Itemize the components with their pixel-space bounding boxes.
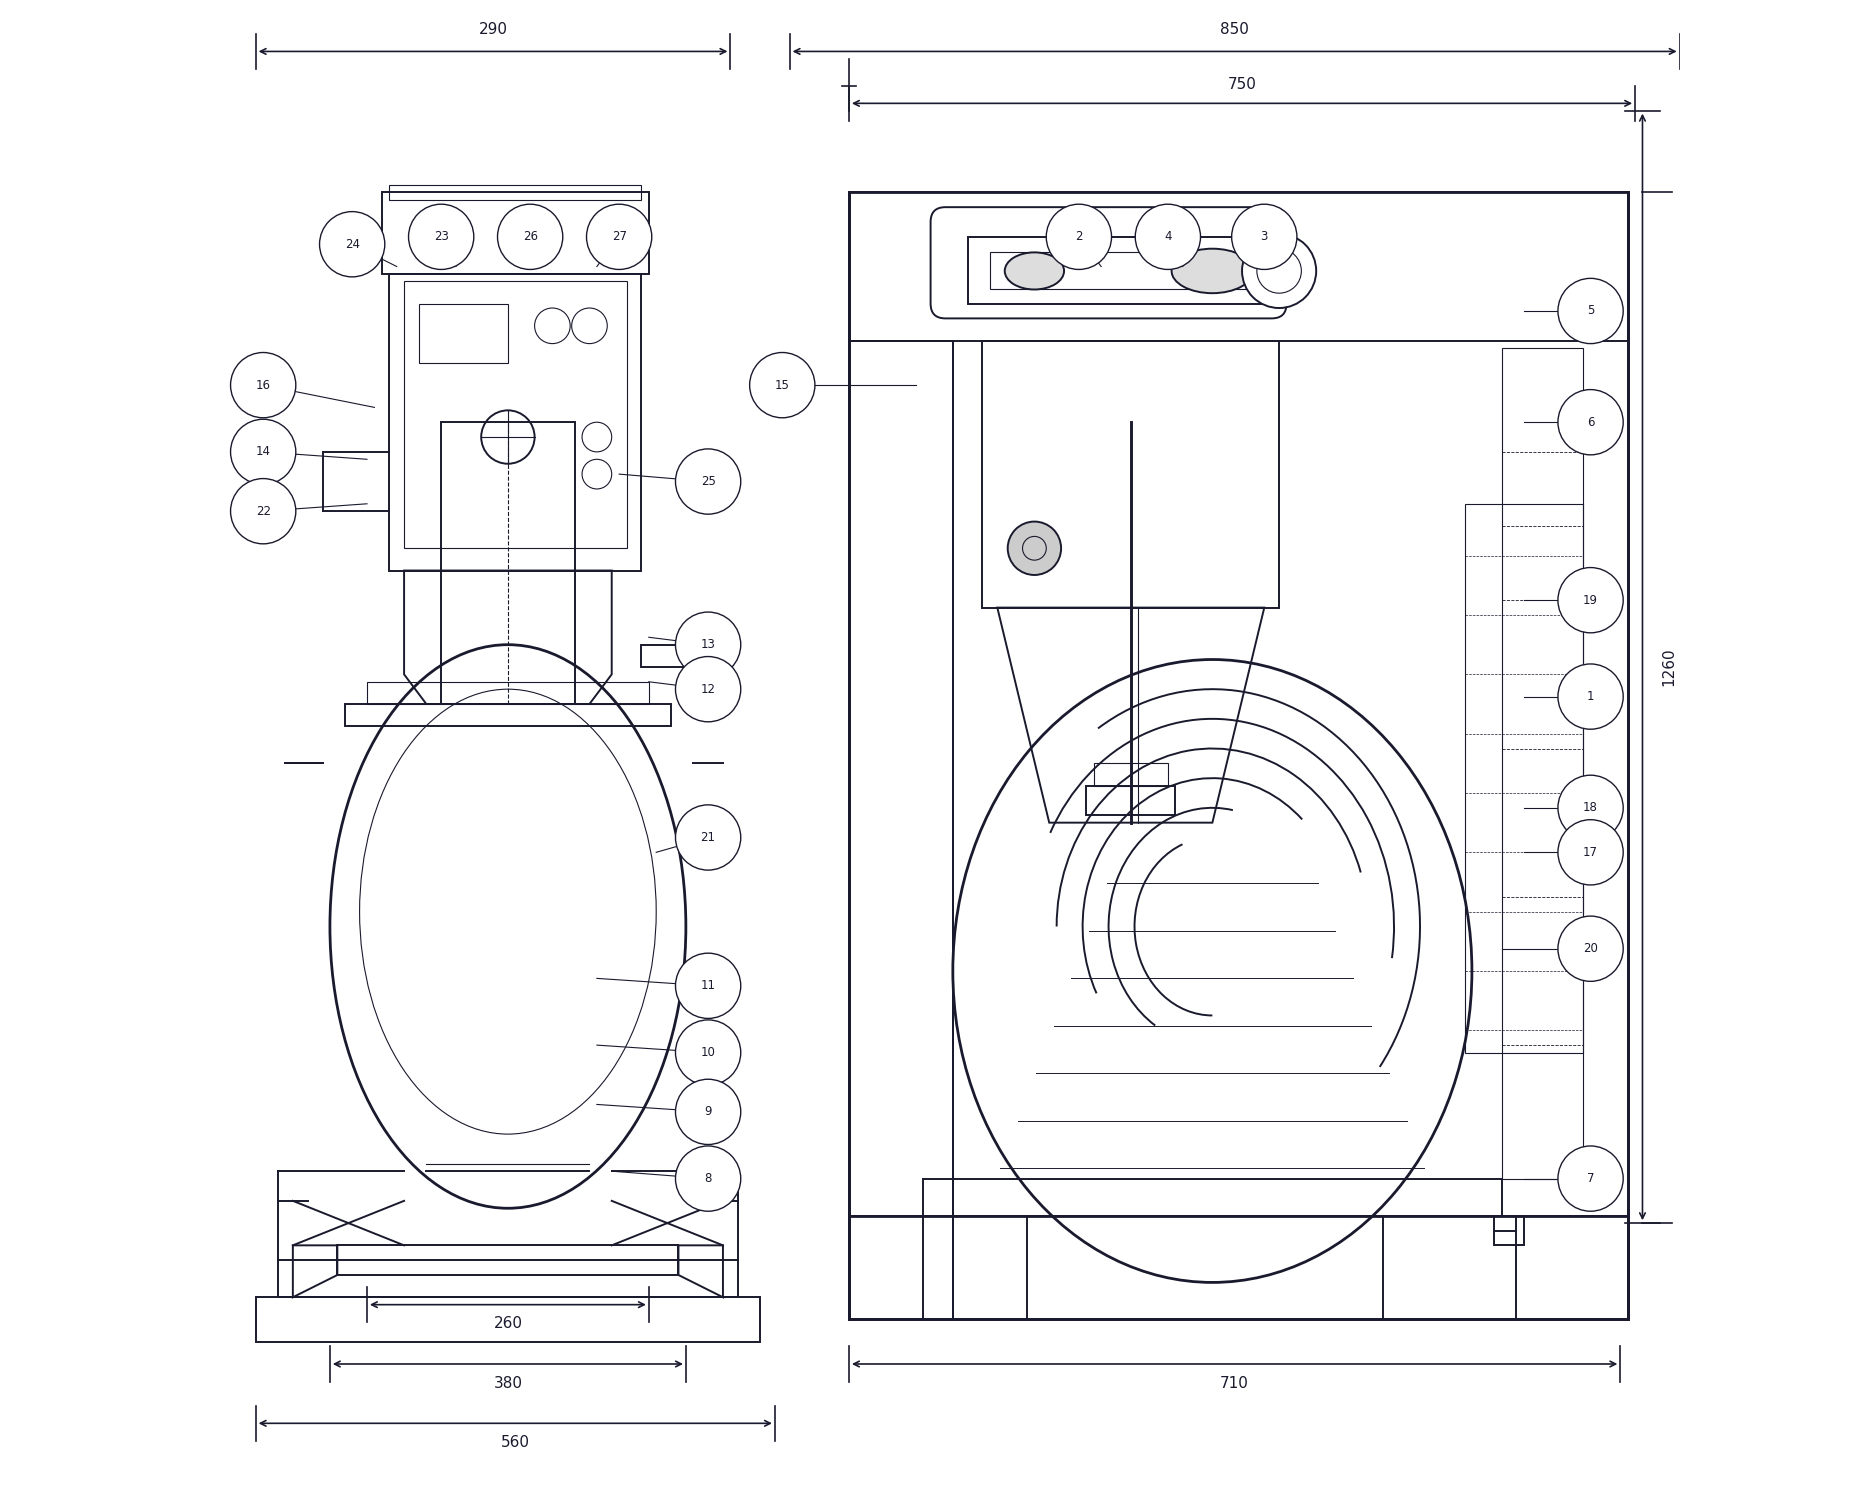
Circle shape: [675, 1147, 741, 1211]
Circle shape: [231, 352, 296, 418]
Circle shape: [1557, 820, 1623, 885]
Circle shape: [319, 211, 385, 277]
Text: 17: 17: [1583, 846, 1598, 859]
Circle shape: [1557, 567, 1623, 633]
Circle shape: [675, 805, 741, 870]
Ellipse shape: [1172, 249, 1253, 293]
Text: 18: 18: [1583, 801, 1598, 814]
Text: 8: 8: [704, 1172, 711, 1186]
Text: 25: 25: [700, 475, 715, 488]
Text: 26: 26: [523, 231, 538, 244]
Text: 1: 1: [1587, 690, 1595, 704]
Text: 16: 16: [255, 379, 270, 392]
Circle shape: [1242, 234, 1317, 308]
Text: 27: 27: [612, 231, 627, 244]
Text: 23: 23: [433, 231, 448, 244]
Text: 14: 14: [255, 446, 270, 458]
Text: 20: 20: [1583, 942, 1598, 955]
Circle shape: [1135, 204, 1201, 269]
Circle shape: [675, 612, 741, 677]
Circle shape: [1557, 278, 1623, 344]
Text: 13: 13: [700, 638, 715, 651]
Text: 11: 11: [700, 979, 715, 993]
Circle shape: [231, 479, 296, 543]
Circle shape: [1557, 916, 1623, 982]
Circle shape: [1557, 665, 1623, 729]
Text: 21: 21: [700, 831, 715, 844]
Circle shape: [750, 352, 814, 418]
Text: 5: 5: [1587, 304, 1595, 317]
Circle shape: [675, 1019, 741, 1085]
Text: 7: 7: [1587, 1172, 1595, 1186]
Circle shape: [587, 204, 651, 269]
Text: 6: 6: [1587, 416, 1595, 428]
Text: 380: 380: [493, 1376, 522, 1391]
Circle shape: [675, 449, 741, 513]
Text: 9: 9: [704, 1105, 711, 1118]
Text: 12: 12: [700, 683, 715, 696]
Text: 2: 2: [1075, 231, 1082, 244]
Text: 260: 260: [493, 1316, 522, 1331]
Text: 710: 710: [1219, 1376, 1249, 1391]
Circle shape: [1233, 204, 1296, 269]
Circle shape: [1557, 389, 1623, 455]
Text: 850: 850: [1219, 21, 1249, 37]
Circle shape: [497, 204, 563, 269]
Text: 15: 15: [775, 379, 790, 392]
Text: 4: 4: [1165, 231, 1172, 244]
Ellipse shape: [1006, 253, 1064, 289]
Text: 750: 750: [1227, 76, 1257, 91]
Circle shape: [675, 954, 741, 1018]
Text: 1260: 1260: [1662, 648, 1677, 686]
Text: 560: 560: [501, 1436, 529, 1451]
Text: 19: 19: [1583, 594, 1598, 606]
Text: 3: 3: [1261, 231, 1268, 244]
Text: 290: 290: [478, 21, 508, 37]
Circle shape: [675, 1079, 741, 1145]
Circle shape: [1007, 521, 1062, 575]
Text: 10: 10: [700, 1046, 715, 1058]
Text: 22: 22: [255, 504, 270, 518]
Circle shape: [409, 204, 475, 269]
Text: 24: 24: [345, 238, 360, 250]
Circle shape: [1557, 775, 1623, 840]
Circle shape: [1047, 204, 1111, 269]
Circle shape: [675, 657, 741, 722]
Circle shape: [231, 419, 296, 485]
Circle shape: [1557, 1147, 1623, 1211]
